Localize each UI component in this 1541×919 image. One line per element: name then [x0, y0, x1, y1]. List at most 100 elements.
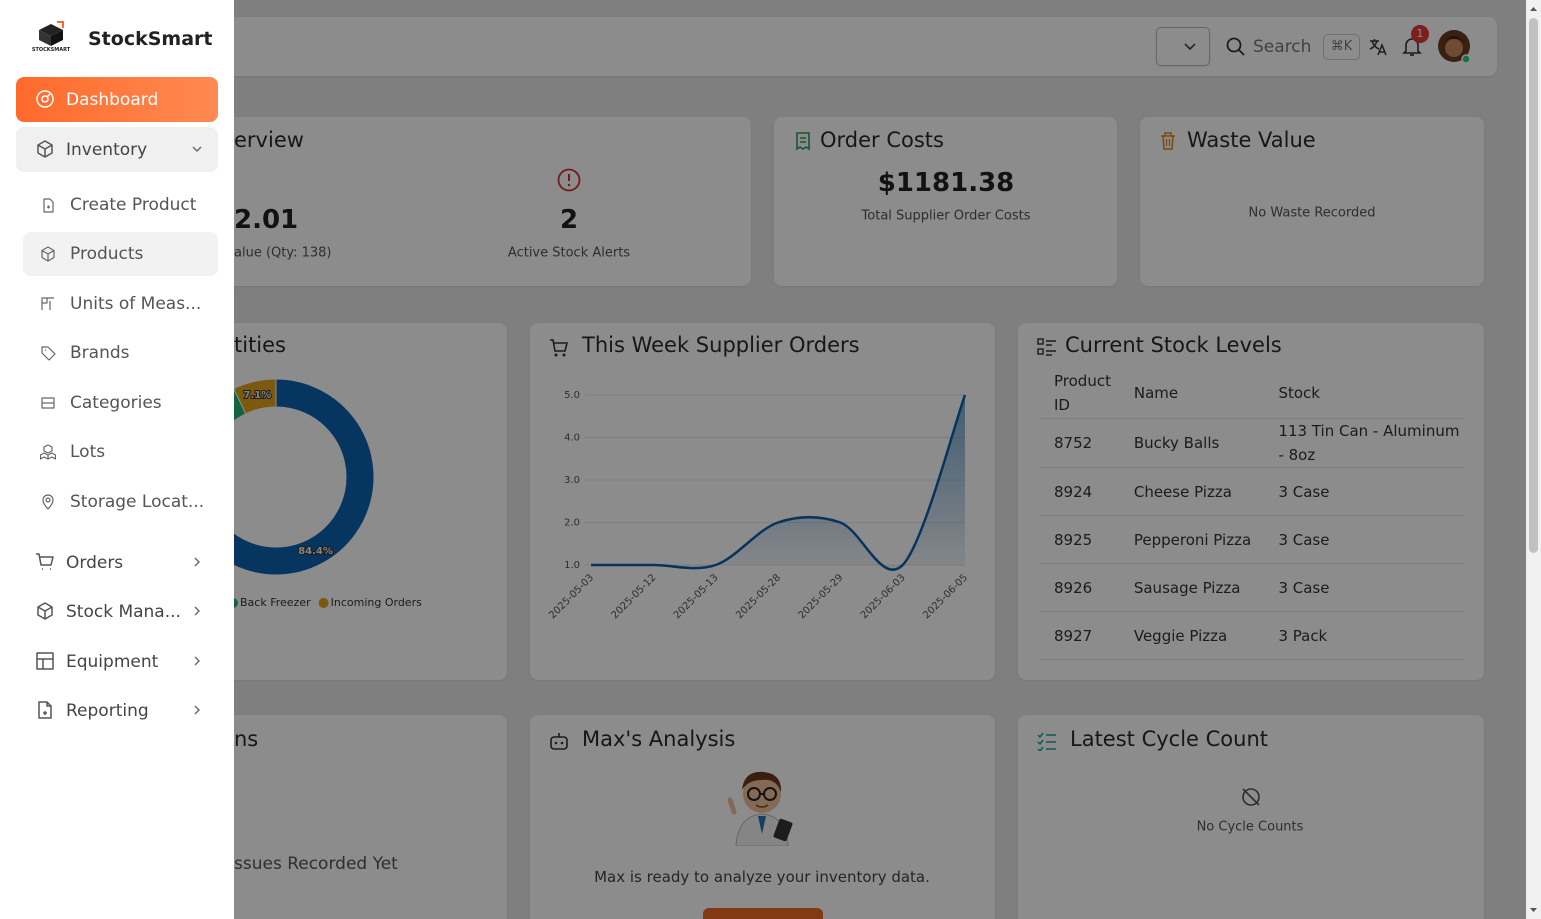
path [39, 30, 51, 46]
legend-label: Incoming Orders [331, 596, 422, 609]
sub-nav-item[interactable]: Lots [23, 430, 218, 474]
y-tick-label: 1.0 [564, 560, 580, 571]
chevron-down [1184, 43, 1196, 51]
sub-nav-label: Create Product [70, 195, 197, 215]
chevron [192, 146, 202, 152]
sub-nav-icon [41, 297, 54, 310]
sub-nav-item[interactable]: Create Product [23, 183, 218, 227]
icon-path [41, 346, 56, 361]
scroll-down[interactable] [1526, 904, 1541, 916]
sub-nav-icon [41, 346, 56, 361]
nav-label: Inventory [66, 139, 148, 160]
chevron [194, 705, 200, 715]
card-title: Latest Cycle Count [1070, 727, 1269, 751]
icon-path [38, 701, 52, 719]
table-cell: 8927 [1040, 611, 1120, 660]
icon-path [41, 297, 54, 310]
circle [1242, 788, 1260, 806]
trash-icon [1161, 132, 1175, 150]
empty-state: ssues Recorded Yet [234, 854, 398, 874]
column-header: Name [1119, 368, 1265, 419]
nav-item[interactable]: Stock Mana... [16, 589, 218, 634]
nav-icon [36, 90, 54, 108]
circle [554, 741, 558, 745]
scroll-thumb[interactable] [1529, 18, 1538, 553]
table-cell: Sausage Pizza [1119, 563, 1265, 612]
sub-nav-label: Products [70, 244, 144, 264]
chevron [194, 606, 200, 616]
sub-nav-icon [40, 444, 56, 460]
path [1242, 788, 1260, 806]
circle [554, 353, 558, 357]
path [1184, 43, 1196, 51]
stock-value-caption: alue (Qty: 138) [234, 245, 332, 261]
search-icon[interactable] [1226, 37, 1246, 57]
icon-path [36, 652, 54, 670]
stock-table: Product ID Name Stock 8752 Bucky Balls 113 Ti… [1040, 368, 1463, 660]
path [1530, 908, 1537, 912]
table-row: 8927 Veggie Pizza 3 Pack [1040, 611, 1463, 660]
top-bar [200, 17, 1497, 76]
icon-path [41, 397, 55, 409]
nav-item[interactable]: Reporting [16, 688, 218, 733]
max-illustration [727, 771, 793, 846]
path [758, 816, 766, 834]
sub-nav-item[interactable]: Products [23, 232, 218, 276]
chevron-path [194, 557, 200, 567]
card-title: tities [234, 333, 286, 357]
path [800, 137, 806, 143]
empty-state: No Waste Recorded [1248, 205, 1376, 221]
sub-nav-item[interactable]: Brands [23, 331, 218, 375]
table-cell: 3 Case [1264, 515, 1463, 564]
path [1046, 734, 1056, 750]
circle [1461, 54, 1471, 64]
nav-item[interactable]: Equipment [16, 639, 218, 684]
alert-icon [557, 168, 581, 192]
scrollbar[interactable] [1526, 0, 1541, 919]
chevron [194, 557, 200, 567]
icon-path [36, 90, 54, 108]
line-area [591, 395, 965, 570]
nav-item[interactable]: Orders [16, 540, 218, 585]
nav-item[interactable]: Dashboard [16, 77, 218, 122]
notification-badge: 1 [1411, 25, 1429, 43]
overview-card [200, 117, 751, 286]
empty-state: No Cycle Counts [1196, 819, 1304, 835]
table-cell: 113 Tin Can - Aluminum - 8oz [1264, 418, 1463, 468]
waste-card [1140, 117, 1484, 286]
legend-label: Back Freezer [240, 596, 311, 609]
analyze-button[interactable] [703, 908, 823, 919]
path [51, 30, 63, 46]
table-cell: Cheese Pizza [1119, 467, 1265, 516]
sub-nav-item[interactable]: Units of Meas... [23, 282, 218, 326]
slice-label: 7.1% [244, 390, 272, 401]
avatar[interactable] [1437, 29, 1473, 65]
pie-slice [233, 378, 277, 415]
nav-item[interactable]: Inventory [16, 127, 218, 172]
card-title: erview [234, 128, 304, 152]
rect [1037, 348, 1044, 355]
bot-icon [550, 733, 568, 750]
translate-icon[interactable] [1368, 37, 1388, 57]
table-row: 8925 Pepperoni Pizza 3 Case [1040, 515, 1463, 564]
circle [560, 741, 564, 745]
sub-nav-item[interactable]: Categories [23, 381, 218, 425]
card-title: This Week Supplier Orders [582, 333, 860, 357]
sub-nav-label: Categories [70, 393, 162, 413]
table-cell: 8926 [1040, 563, 1120, 612]
circle [1445, 39, 1463, 57]
scroll-up[interactable] [1526, 3, 1541, 15]
search-placeholder[interactable]: Search [1253, 37, 1312, 57]
path [1443, 36, 1465, 43]
card-title: ns [234, 727, 259, 751]
select[interactable] [1156, 27, 1210, 66]
nav-label: Dashboard [66, 89, 159, 110]
sub-nav-item[interactable]: Storage Locat... [23, 480, 218, 524]
card-title: Current Stock Levels [1065, 333, 1282, 357]
order-costs-card [774, 117, 1117, 286]
table-cell: 8752 [1040, 418, 1120, 468]
list-icon [1037, 338, 1056, 356]
supplier-orders-card [530, 323, 995, 680]
